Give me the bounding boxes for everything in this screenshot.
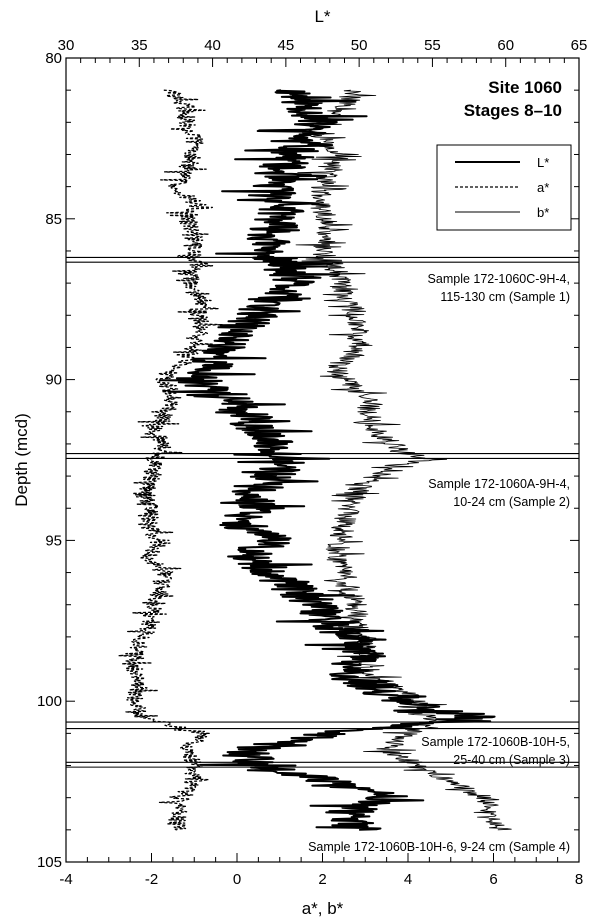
sample-label: 25-40 cm (Sample 3) [453,753,570,767]
labels-group: Sample 172-1060C-9H-4, 115-130 cm (Sample… [12,7,570,918]
sample-boundaries-group [66,256,579,768]
series-line-lstar [161,89,496,831]
y-axis-title: Depth (mcd) [12,413,31,507]
y-tick-label: 105 [37,854,62,871]
y-tick-label: 80 [45,50,62,67]
sample-label: Sample 172-1060C-9H-4, [428,272,570,286]
chart-title: Stages 8–10 [464,101,562,120]
sample-label: Sample 172-1060B-10H-6, 9-24 cm (Sample … [308,840,570,854]
top-tick-label: 45 [278,37,295,54]
sample-label: Sample 172-1060B-10H-5, [421,735,570,749]
legend-label: L* [537,155,549,170]
axes-group: 80 85 90 95 100 105 30 35 40 45 50 55 60 65 -4 -2 0 2 4 6 8 [37,37,587,888]
bottom-axis-title: a*, b* [302,899,344,918]
series-line-astar [117,89,224,831]
y-tick-label: 100 [37,693,62,710]
legend-box [436,144,572,231]
legend: L* a* b* [436,144,572,231]
bottom-tick-label: 0 [233,871,241,888]
bottom-tick-label: -2 [145,871,158,888]
top-tick-label: 65 [571,37,588,54]
top-axis-title: L* [314,7,330,26]
bottom-tick-label: 6 [489,871,497,888]
legend-label: a* [537,180,549,195]
bottom-tick-label: 4 [404,871,412,888]
sample-label: 115-130 cm (Sample 1) [440,290,570,304]
bottom-tick-label: 8 [575,871,583,888]
top-tick-label: 30 [58,37,75,54]
sample-label: Sample 172-1060A-9H-4, [428,477,570,491]
chart-title: Site 1060 [488,78,562,97]
legend-label: b* [537,205,549,220]
y-tick-label: 95 [45,532,62,549]
bottom-tick-label: 2 [318,871,326,888]
top-tick-label: 50 [351,37,368,54]
bottom-tick-label: -4 [59,871,72,888]
top-tick-label: 55 [424,37,441,54]
sample-label: 10-24 cm (Sample 2) [453,495,570,509]
top-tick-label: 40 [204,37,221,54]
top-tick-label: 35 [131,37,148,54]
series-group [117,89,512,831]
y-tick-label: 85 [45,211,62,228]
y-tick-label: 90 [45,372,62,389]
top-tick-label: 60 [497,37,514,54]
series-line-bstar [295,89,512,831]
